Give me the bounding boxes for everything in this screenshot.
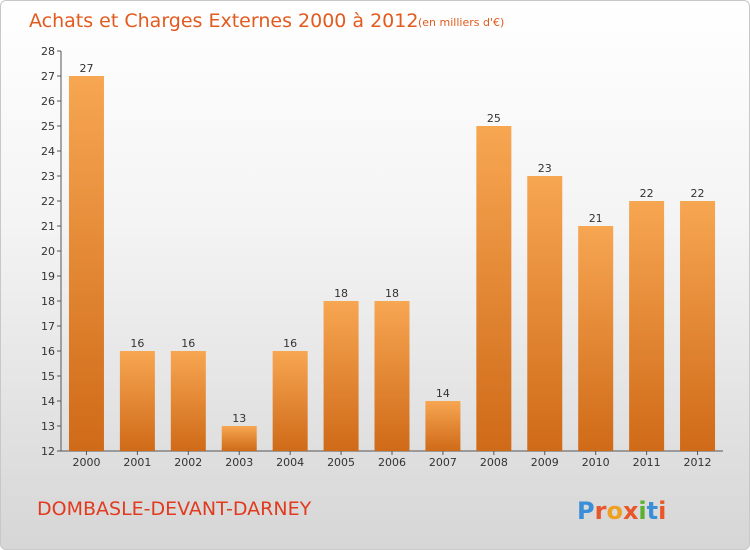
y-tick-label: 13 [41,420,55,433]
y-tick-label: 18 [41,295,55,308]
bar [476,126,512,451]
y-tick-label: 14 [41,395,55,408]
logo-letter: o [606,497,623,525]
bar [323,301,359,451]
data-label: 13 [232,412,246,425]
data-label: 16 [130,337,144,350]
y-tick-label: 25 [41,120,55,133]
x-tick-label: 2003 [225,456,253,469]
bar [578,226,614,451]
y-tick-label: 21 [41,220,55,233]
logo-letter: x [623,497,639,525]
x-tick-label: 2006 [378,456,406,469]
bar [629,201,665,451]
x-tick-label: 2012 [684,456,712,469]
x-tick-label: 2008 [480,456,508,469]
y-tick-label: 24 [41,145,55,158]
bar [68,76,104,451]
logo-letter: P [577,497,595,525]
y-tick-label: 28 [41,45,55,58]
y-tick-label: 16 [41,345,55,358]
logo-letter: t [647,497,658,525]
data-label: 27 [79,62,93,75]
x-tick-label: 2007 [429,456,457,469]
data-label: 18 [334,287,348,300]
bar [374,301,410,451]
proxiti-logo: Proxiti [577,497,666,525]
x-tick-label: 2002 [174,456,202,469]
y-tick-label: 19 [41,270,55,283]
y-tick-label: 27 [41,70,55,83]
y-tick-label: 12 [41,445,55,458]
data-label: 16 [283,337,297,350]
bar [425,401,461,451]
y-tick-label: 15 [41,370,55,383]
x-tick-label: 2009 [531,456,559,469]
y-tick-label: 22 [41,195,55,208]
data-label: 14 [436,387,450,400]
x-tick-label: 2011 [633,456,661,469]
x-tick-label: 2005 [327,456,355,469]
x-tick-label: 2001 [123,456,151,469]
data-label: 23 [538,162,552,175]
y-tick-label: 17 [41,320,55,333]
bar [170,351,206,451]
plot-area: 12 13 14 15 16 17 18 19 20 21 22 23 24 25 26 27 28 2000 27… [41,45,723,469]
commune-name: DOMBASLE-DEVANT-DARNEY [37,498,312,520]
bar [119,351,155,451]
y-tick-label: 20 [41,245,55,258]
logo-letter: r [595,497,607,525]
data-label: 18 [385,287,399,300]
y-tick-label: 26 [41,95,55,108]
bar [527,176,563,451]
bar [221,426,257,451]
chart-title: Achats et Charges Externes 2000 à 2012 [29,10,418,32]
logo-letter: i [658,497,666,525]
x-tick-label: 2000 [72,456,100,469]
data-label: 16 [181,337,195,350]
x-tick-label: 2004 [276,456,304,469]
data-label: 25 [487,112,501,125]
bar [272,351,308,451]
bar [680,201,716,451]
data-label: 21 [589,212,603,225]
y-tick-label: 23 [41,170,55,183]
data-label: 22 [640,187,654,200]
logo-letter: i [638,497,646,525]
data-label: 22 [691,187,705,200]
x-tick-label: 2010 [582,456,610,469]
chart-subtitle: (en milliers d'€) [418,16,504,29]
